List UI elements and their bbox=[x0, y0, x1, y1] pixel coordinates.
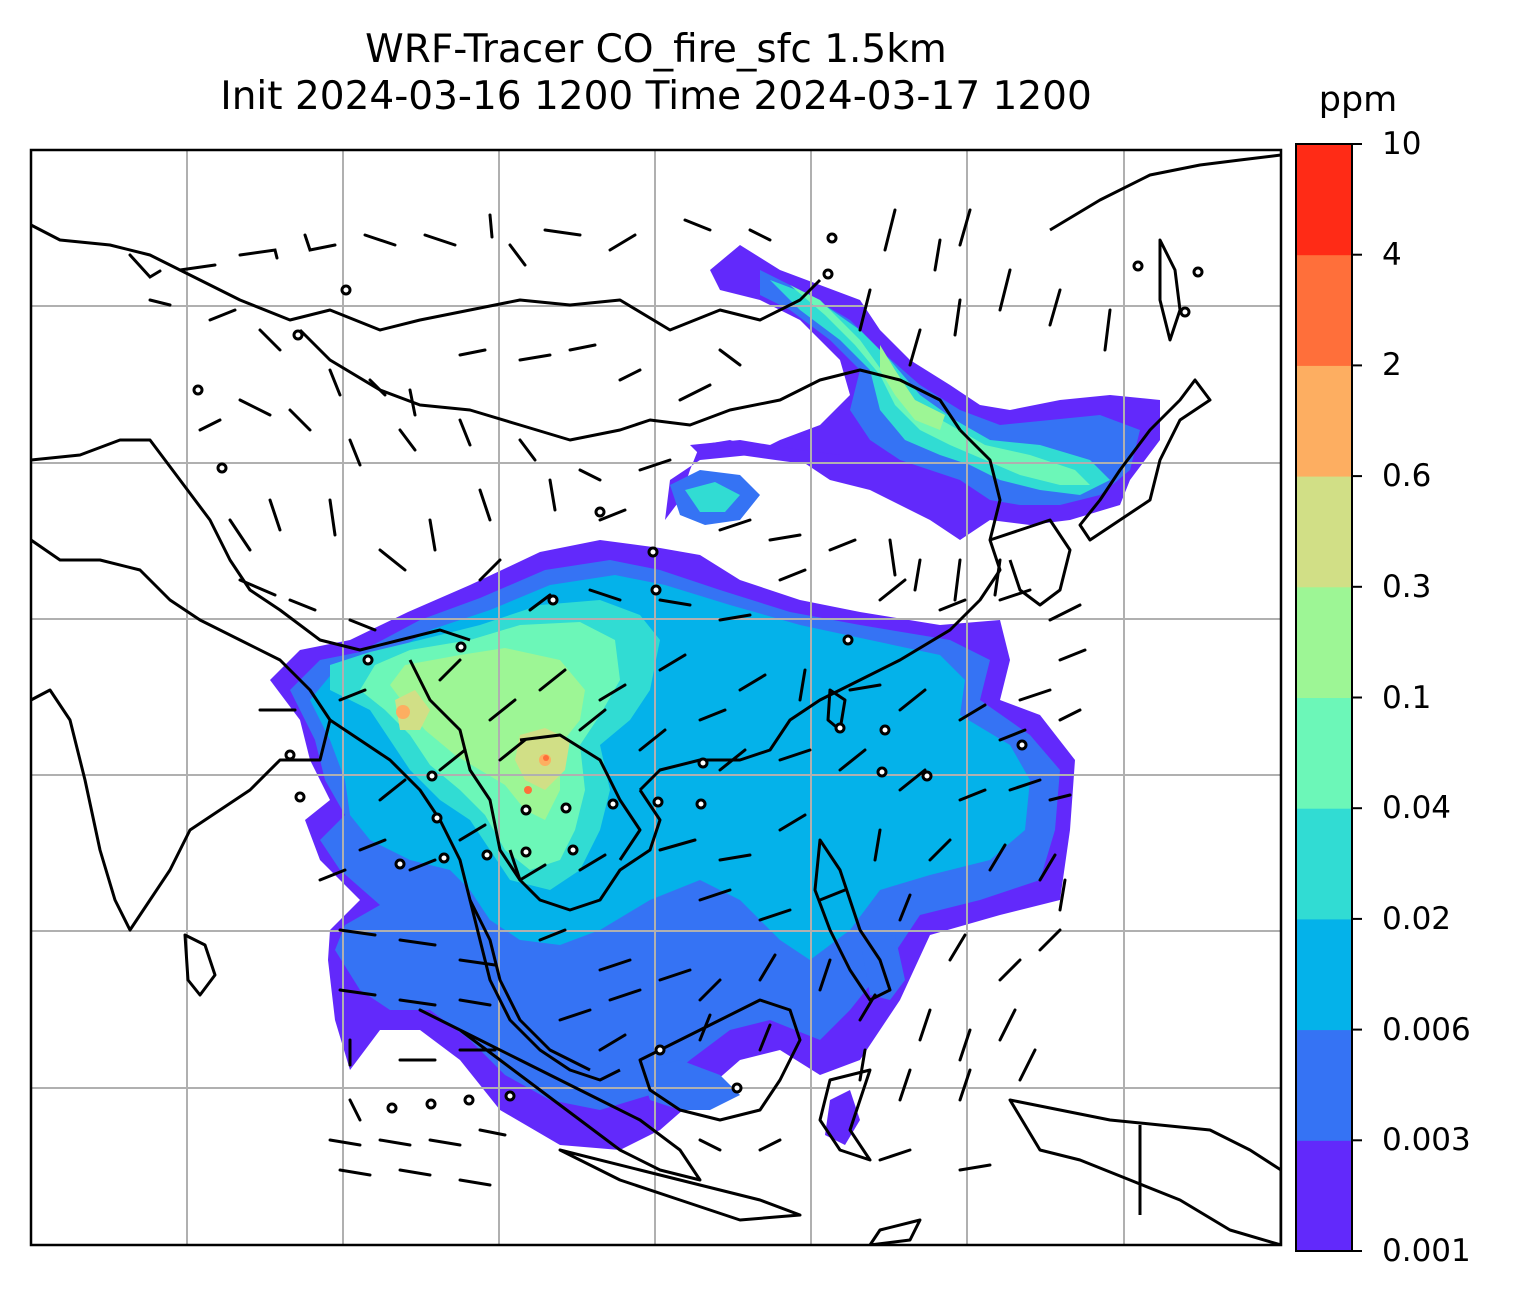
border-north-1 bbox=[31, 223, 822, 332]
map-frame bbox=[29, 148, 1283, 1247]
coast-java bbox=[558, 1148, 802, 1222]
colorbar-tick-label: 4 bbox=[1382, 236, 1402, 273]
border-mongolia bbox=[298, 328, 962, 442]
colorbar-tick-label: 2 bbox=[1382, 347, 1402, 384]
wind-barbs bbox=[128, 208, 1112, 1187]
coastlines bbox=[31, 153, 1281, 1245]
coast-indochina bbox=[508, 789, 662, 912]
colorbar-band-1 bbox=[1296, 1029, 1352, 1141]
plume-borneo bbox=[640, 1060, 740, 1110]
colorbar-band-8 bbox=[1296, 254, 1352, 366]
colorbar-tick-label: 10 bbox=[1382, 126, 1422, 162]
coast-bay-bengal bbox=[329, 718, 621, 1082]
plume-northeast-level-3 bbox=[770, 280, 1110, 495]
colorbar-band-6 bbox=[1296, 476, 1352, 588]
colorbar-band-2 bbox=[1296, 918, 1352, 1031]
plume-china-north-inner bbox=[685, 482, 740, 512]
border-laos-vietnam bbox=[519, 733, 642, 861]
colorbar-tick-label: 0.1 bbox=[1382, 679, 1432, 716]
plume-tibet-strip bbox=[690, 440, 840, 465]
hotspot-laos-core bbox=[543, 755, 549, 761]
map-body bbox=[31, 150, 1281, 1245]
colorbar-band-9 bbox=[1296, 144, 1352, 256]
colorbar-tick-label: 0.02 bbox=[1382, 900, 1452, 937]
title-line-1: WRF-Tracer CO_fire_sfc 1.5km bbox=[365, 27, 947, 72]
colorbar bbox=[1296, 144, 1352, 1252]
colorbar-tick-label: 0.6 bbox=[1382, 458, 1432, 495]
colorbar-unit-label: ppm bbox=[1318, 80, 1398, 120]
colorbar-tick-label: 0.006 bbox=[1382, 1011, 1471, 1048]
coast-japan bbox=[1078, 378, 1212, 542]
plume-main-level-7b bbox=[395, 690, 430, 730]
colorbar-band-0 bbox=[1296, 1140, 1352, 1252]
coast-timor bbox=[868, 1218, 922, 1245]
colorbar-tick-label: 0.3 bbox=[1382, 568, 1432, 605]
coast-china-east bbox=[638, 428, 1002, 792]
colorbar-ticks bbox=[1352, 143, 1362, 1252]
calm-markers bbox=[192, 232, 1204, 1114]
colorbar-tick-label: 0.003 bbox=[1382, 1122, 1471, 1159]
border-myanmar-thai bbox=[408, 659, 522, 881]
colorbar-band-7 bbox=[1296, 365, 1352, 477]
coast-sakhalin bbox=[1158, 238, 1182, 342]
coast-malay bbox=[468, 899, 591, 1072]
hotspot-myanmar bbox=[396, 705, 410, 719]
coast-borneo bbox=[638, 998, 802, 1122]
colorbar-band-5 bbox=[1296, 586, 1352, 698]
coast-philippines bbox=[813, 838, 892, 1002]
plume-northeast-level-5 bbox=[880, 345, 945, 430]
chart-title: WRF-Tracer CO_fire_sfc 1.5km Init 2024-0… bbox=[30, 26, 1282, 120]
colorbar-band-3 bbox=[1296, 808, 1352, 920]
coast-srilanka bbox=[183, 933, 217, 997]
colorbar-band-4 bbox=[1296, 697, 1352, 809]
coast-india bbox=[31, 538, 332, 932]
colorbar-tick-label: 0.04 bbox=[1382, 790, 1452, 827]
coast-sulawesi bbox=[818, 1068, 872, 1162]
border-india-himalaya bbox=[31, 438, 471, 652]
coast-sumatra bbox=[418, 1008, 702, 1182]
coast-new-guinea bbox=[1008, 1098, 1281, 1245]
title-line-2: Init 2024-03-16 1200 Time 2024-03-17 120… bbox=[220, 74, 1092, 119]
hotspot-thailand bbox=[524, 786, 532, 794]
colorbar-tick-label: 0.001 bbox=[1382, 1233, 1471, 1269]
coast-russia-east bbox=[1049, 153, 1281, 232]
